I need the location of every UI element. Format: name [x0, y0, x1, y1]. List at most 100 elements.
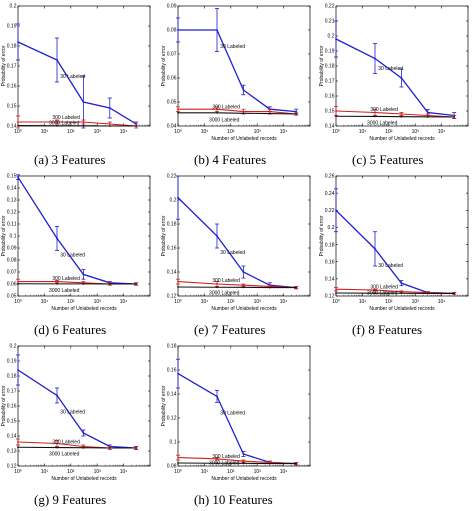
data-point: [17, 369, 19, 371]
y-tick-label: 0.15: [7, 174, 17, 180]
y-tick-label: 0.22: [325, 4, 335, 10]
y-tick-label: 0.2: [328, 34, 335, 40]
y-axis-label: Probability of error: [319, 215, 325, 256]
data-point: [242, 460, 245, 463]
data-point: [108, 125, 111, 127]
series-label-3000: 3000 Labeled: [49, 121, 80, 127]
y-tick-label: 0.11: [7, 222, 17, 228]
y-tick-label: 0.15: [7, 419, 17, 425]
data-point: [56, 446, 58, 449]
series-label-300: 300 Labeled: [212, 278, 240, 284]
chart-caption-c: (c) 5 Features: [352, 152, 424, 167]
data-point: [335, 38, 337, 40]
chart-caption-f: (f) 8 Features: [352, 322, 423, 337]
series-label-30: 30 Labeled: [220, 250, 245, 256]
series-label-3000: 3000 Labeled: [367, 121, 398, 127]
data-point: [216, 457, 218, 460]
y-tick-label: 0.07: [7, 270, 17, 276]
x-tick-label: 10³: [94, 299, 102, 305]
chart-caption-b: (b) 4 Features: [194, 152, 267, 167]
x-tick-label: 10⁴: [280, 129, 288, 135]
data-point: [426, 292, 429, 295]
y-tick-label: 0.18: [325, 242, 335, 248]
y-tick-label: 0.18: [167, 344, 177, 350]
data-point: [400, 77, 403, 79]
y-tick-label: 0.18: [325, 64, 335, 70]
series-line-30: [178, 29, 297, 113]
data-point: [82, 273, 85, 276]
x-tick-label: 10²: [227, 469, 235, 475]
y-tick-label: 0.21: [325, 19, 335, 25]
data-point: [17, 446, 19, 449]
y-tick-label: 0.14: [7, 434, 17, 440]
x-tick-label: 10⁰: [14, 299, 22, 305]
data-point: [268, 286, 271, 289]
y-tick-label: 0.2: [10, 4, 17, 10]
data-point: [453, 116, 456, 118]
y-tick-label: 0.13: [7, 198, 17, 204]
data-point: [295, 113, 298, 115]
y-tick-label: 0.16: [325, 259, 335, 265]
data-point: [177, 196, 179, 199]
data-point: [268, 112, 271, 115]
data-point: [56, 280, 58, 283]
data-point: [177, 280, 179, 283]
data-point: [82, 124, 85, 127]
chart-svg-b: 0.04 0.05 0.06 0.07 0.08 0.09 10⁰ 10¹ 10² 10³ 10⁴N…: [161, 4, 311, 142]
y-tick-label: 0.24: [325, 191, 335, 197]
y-tick-label: 0.2: [10, 344, 17, 350]
series-label-30: 30 Labeled: [60, 252, 85, 258]
chart-panel-h: 0.08 0.1 0.12 0.14 0.16 0.18 10⁰ 10¹ 10² 10³ 10⁴ Nu…: [160, 340, 316, 510]
series-label-3000: 3000 Labeled: [209, 291, 240, 297]
data-point: [17, 121, 19, 123]
series-label-30: 30 Labeled: [378, 263, 403, 269]
x-axis-label: Number of Unlabeled records: [369, 306, 435, 312]
y-tick-label: 0.18: [7, 374, 17, 380]
series-label-3000: 3000 Labeled: [367, 291, 398, 297]
y-tick-label: 0.09: [7, 246, 17, 252]
data-point: [295, 462, 298, 465]
data-point: [426, 111, 429, 114]
x-tick-label: 10⁴: [280, 469, 288, 475]
data-point: [268, 110, 271, 113]
x-tick-label: 10¹: [201, 129, 209, 135]
plot-frame: [335, 175, 469, 297]
data-point: [268, 462, 271, 465]
x-tick-label: 10¹: [41, 129, 49, 135]
x-tick-label: 10⁴: [120, 299, 128, 305]
x-tick-label: 10³: [412, 129, 420, 135]
chart-caption-g: (g) 9 Features: [34, 492, 107, 507]
x-axis-label: Number of Unlabeled records: [211, 476, 277, 482]
x-tick-label: 10²: [227, 299, 235, 305]
y-tick-label: 0.19: [325, 49, 335, 55]
y-tick-label: 0.18: [167, 222, 177, 228]
data-point: [400, 282, 403, 285]
data-point: [400, 292, 403, 295]
data-point: [374, 292, 376, 295]
x-tick-label: 10⁰: [14, 469, 22, 475]
data-point: [17, 176, 19, 179]
data-point: [108, 447, 111, 449]
x-tick-label: 10³: [254, 299, 262, 305]
data-point: [56, 124, 58, 127]
x-tick-label: 10¹: [359, 299, 367, 305]
chart-panel-g: 0.12 0.13 0.14 0.15 0.16 0.17 0.18 0.19 0.2 10⁰ 10…: [0, 340, 156, 510]
series-line-3000: [177, 286, 297, 289]
series-line-30: [17, 41, 137, 125]
data-point: [426, 114, 429, 117]
data-point: [108, 123, 111, 125]
y-axis-label: Probability of error: [1, 45, 7, 86]
data-point: [108, 107, 111, 109]
data-point: [82, 432, 85, 434]
data-point: [242, 110, 245, 113]
chart-svg-h: 0.08 0.1 0.12 0.14 0.16 0.18 10⁰ 10¹ 10² 10³ 10⁴Nu…: [161, 344, 311, 482]
y-tick-label: 0.18: [7, 44, 17, 50]
chart-svg-c: 0.14 0.15 0.16 0.17 0.18 0.19 0.2 0.21 0.22 10⁰ 10…: [319, 4, 469, 142]
x-axis-label: Number of Unlabeled records: [51, 476, 117, 482]
chart-panel-f: 0.12 0.14 0.16 0.18 0.2 0.22 0.24 0.26 10⁰ 10¹ 10²…: [318, 170, 474, 340]
data-point: [135, 125, 138, 127]
x-tick-label: 10⁰: [174, 299, 182, 305]
data-point: [426, 115, 429, 118]
y-tick-label: 0.1: [170, 440, 177, 446]
